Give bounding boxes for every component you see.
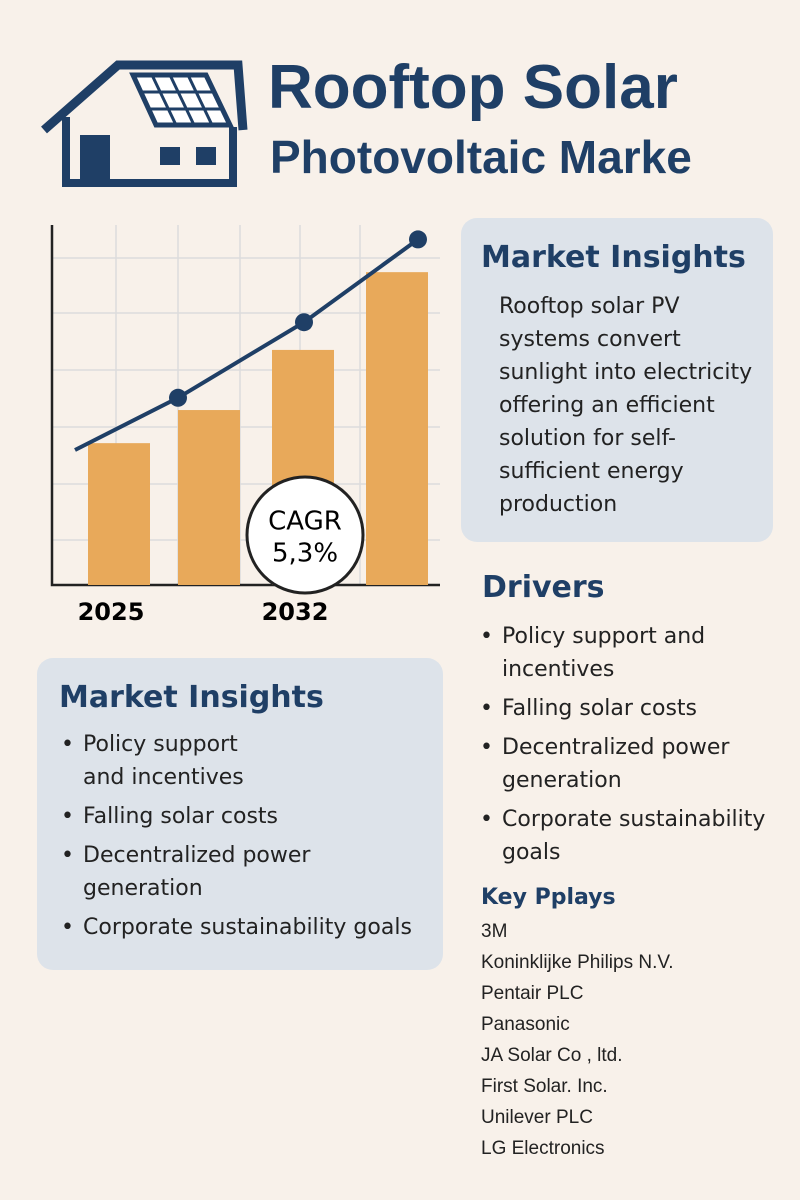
list-item: Policy support and incentives <box>478 620 765 686</box>
x-tick-label: 2032 <box>262 598 329 626</box>
item-line: Policy support and <box>502 624 706 649</box>
player: Pentair PLC <box>481 983 584 1004</box>
insights-box: Market Insights Rooftop solar PV systems … <box>461 218 773 542</box>
point <box>409 230 427 249</box>
box-title: Market Insights <box>481 240 746 275</box>
title-line: Photovoltaic Marke <box>270 131 692 183</box>
annotation: 5,3% <box>272 539 338 569</box>
annotation: CAGR <box>268 507 342 537</box>
player: Panasonic <box>481 1014 570 1035</box>
player: LG Electronics <box>481 1138 605 1159</box>
text-line: solution for self- <box>499 426 676 451</box>
list-item: Decentralized power generation <box>59 839 412 905</box>
bar <box>88 443 150 585</box>
annotation-circle <box>245 475 365 595</box>
player: Koninklijke Philips N.V. <box>481 952 674 973</box>
item-line: goals <box>502 840 561 865</box>
item-line: Corporate sustainability goals <box>83 915 412 940</box>
item-line: Corporate sustainability <box>502 807 766 832</box>
player: Unilever PLC <box>481 1107 593 1128</box>
item-line: Decentralized power <box>502 735 730 760</box>
x-tick-label: 2025 <box>78 598 145 626</box>
list-item: Corporate sustainability goals <box>59 911 412 944</box>
list-item: Falling solar costs <box>478 692 765 725</box>
list-item: Falling solar costs <box>59 800 412 833</box>
item-line: Falling solar costs <box>83 804 279 829</box>
section-title: Drivers <box>482 570 605 605</box>
text-line: offering an efficient <box>499 393 715 418</box>
text-line: sufficient energy <box>499 459 684 484</box>
bar <box>366 272 428 585</box>
text-line: Rooftop solar PV <box>499 294 680 319</box>
point <box>169 388 187 407</box>
player: 3M <box>481 921 508 942</box>
item-line: Policy support <box>83 732 238 757</box>
section-title: Key Pplays <box>481 885 616 910</box>
list-item: Policy support and incentives <box>59 728 412 794</box>
item-line: incentives <box>502 657 615 682</box>
item-line: and incentives <box>83 765 244 790</box>
item-line: Falling solar costs <box>502 696 698 721</box>
item-line: Decentralized power <box>83 843 311 868</box>
title-line: Rooftop Solar <box>268 53 678 122</box>
player: First Solar. Inc. <box>481 1076 608 1097</box>
trend-line <box>74 237 420 452</box>
bar <box>178 410 240 585</box>
point <box>295 313 313 332</box>
item-line: generation <box>83 876 203 901</box>
item-line: generation <box>502 768 622 793</box>
house-icon <box>41 60 248 187</box>
text-line: sunlight into electricity <box>499 360 753 385</box>
player: JA Solar Co , ltd. <box>481 1045 623 1066</box>
text-line: production <box>499 492 618 517</box>
box-title: Market Insights <box>59 680 324 715</box>
text-line: systems convert <box>499 327 681 352</box>
list-item: Decentralized power generation <box>478 731 765 797</box>
list-item: Corporate sustainability goals <box>478 803 765 869</box>
insights2-box: Market Insights Policy support and incent… <box>37 658 443 970</box>
